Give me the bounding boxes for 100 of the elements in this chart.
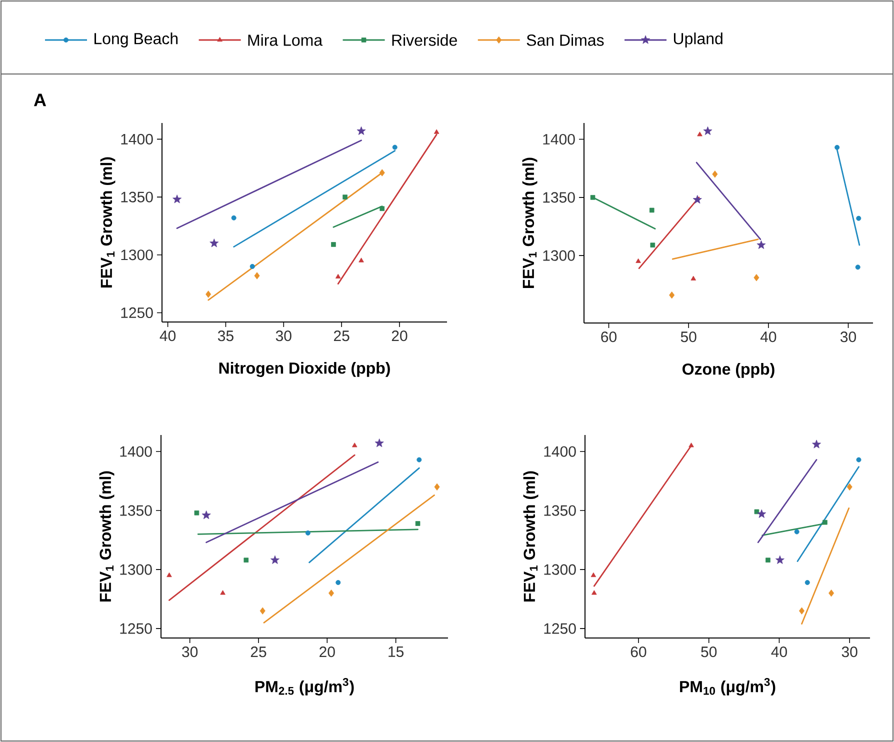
point: [415, 521, 420, 526]
x-tick-label: 30: [276, 330, 292, 342]
point: [356, 126, 366, 135]
point: [856, 216, 862, 221]
point: [636, 258, 641, 263]
point: [812, 440, 822, 448]
point: [305, 530, 310, 536]
point: [822, 520, 828, 525]
x-tick-label: 40: [160, 330, 176, 342]
y-tick-label: 1300: [120, 564, 152, 575]
y-axis-title: FEV$_{1}$ Growth (ml): [522, 158, 538, 288]
x-tick-label: 30: [840, 332, 856, 342]
point: [270, 555, 280, 564]
point: [590, 195, 596, 200]
y-tick-label: 1400: [544, 446, 576, 457]
point: [250, 264, 255, 269]
point: [231, 215, 236, 220]
x-tick-label: 30: [182, 646, 198, 658]
point: [650, 242, 656, 248]
point: [244, 558, 249, 562]
point: [649, 208, 654, 213]
point: [828, 590, 834, 597]
point: [834, 144, 840, 150]
point: [358, 258, 364, 262]
y-tick-label: 1400: [543, 134, 575, 145]
y-tick-label: 1300: [543, 250, 575, 261]
point: [342, 194, 348, 200]
point: [206, 290, 212, 298]
point: [794, 529, 800, 534]
legend-label: San Dimas: [526, 34, 604, 46]
point: [690, 276, 696, 280]
legend-label: Long Beach: [94, 32, 178, 48]
point: [688, 442, 694, 448]
y-axis-title: FEV$_{1}$ Growth (ml): [523, 471, 538, 602]
x-tick-label: 25: [334, 330, 350, 342]
x-tick-label: 40: [771, 646, 787, 658]
x-tick-label: 40: [760, 332, 776, 342]
point: [697, 132, 702, 136]
y-tick-label: 1400: [121, 134, 153, 144]
point: [374, 438, 384, 448]
point: [336, 580, 341, 586]
y-tick-label: 1250: [121, 307, 153, 318]
x-tick-label: 20: [320, 646, 335, 658]
point: [166, 572, 172, 578]
y-tick-label: 1350: [543, 192, 575, 203]
x-axis-title: PM$_{10}$ (μg/m$^{3}$): [680, 678, 776, 696]
y-tick-label: 1350: [121, 192, 153, 202]
point: [416, 457, 422, 462]
point: [434, 129, 440, 134]
point: [669, 291, 675, 299]
y-tick-label: 1250: [544, 623, 576, 634]
point: [172, 194, 182, 204]
point: [260, 607, 266, 614]
x-axis-title: PM$_{2.5}$ (μg/m$^{3}$): [256, 678, 354, 696]
y-tick-label: 1300: [544, 564, 576, 575]
x-axis-title: Ozone (ppb): [682, 363, 774, 378]
y-tick-label: 1350: [544, 505, 576, 516]
x-tick-label: 25: [250, 646, 266, 658]
point: [335, 274, 341, 278]
point: [194, 510, 200, 516]
point: [592, 590, 597, 595]
x-tick-label: 50: [701, 646, 717, 658]
text: A: [34, 94, 46, 106]
point: [757, 509, 766, 518]
point: [703, 126, 712, 135]
x-tick-label: 50: [680, 332, 696, 342]
x-tick-label: 35: [218, 330, 234, 342]
point: [692, 195, 702, 204]
point: [846, 483, 852, 491]
point: [798, 607, 804, 614]
point: [434, 483, 440, 491]
point: [856, 457, 862, 462]
point: [379, 169, 385, 176]
point: [331, 242, 336, 247]
point: [590, 572, 596, 578]
y-tick-label: 1300: [121, 250, 153, 260]
x-tick-label: 60: [601, 332, 616, 342]
y-tick-label: 1350: [120, 505, 152, 516]
point: [392, 144, 398, 150]
point: [712, 170, 718, 178]
point: [254, 272, 260, 280]
point: [775, 555, 784, 564]
y-axis-title: FEV$_{1}$ Growth (ml): [99, 471, 114, 602]
point: [756, 240, 766, 249]
y-tick-label: 1250: [120, 623, 152, 634]
legend-label: Mira Loma: [248, 34, 323, 46]
point: [202, 510, 211, 520]
point: [328, 590, 334, 597]
point: [766, 558, 770, 562]
x-tick-label: 20: [392, 330, 408, 342]
point: [855, 264, 860, 270]
legend-label: Riverside: [392, 34, 457, 46]
point: [380, 206, 385, 212]
x-axis-title: Nitrogen Dioxide (ppb): [219, 362, 390, 377]
x-tick-label: 15: [388, 646, 404, 657]
point: [352, 442, 358, 448]
x-tick-label: 60: [630, 646, 646, 658]
legend-label: Upland: [674, 32, 722, 48]
point: [210, 238, 219, 248]
y-axis-title: FEV$_{1}$ Growth (ml): [100, 157, 116, 288]
